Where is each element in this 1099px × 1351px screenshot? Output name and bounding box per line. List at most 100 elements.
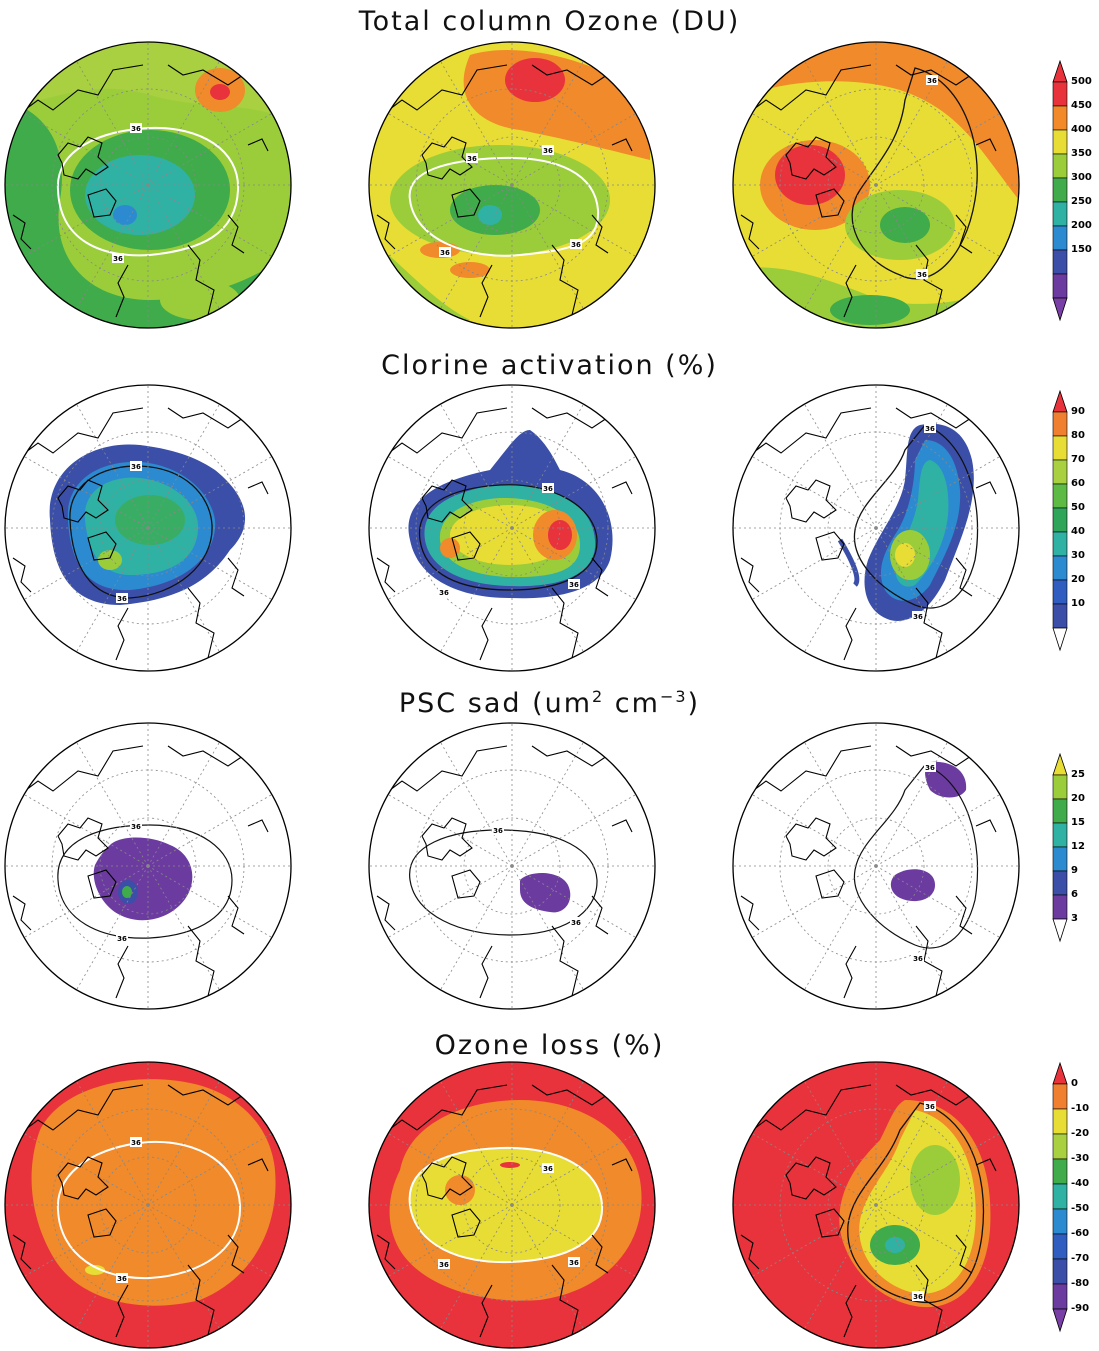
colorbar-tick-label: 150 [1071,244,1092,255]
meridian-line [875,60,948,186]
meridian-line [23,184,149,257]
meridian-line [147,403,220,529]
colorbar-top-arrow [1052,753,1068,776]
meridian-line [147,456,273,529]
meridian-line [23,865,149,938]
meridian-line [751,1133,877,1206]
latitude-circle [827,817,925,915]
map-border [732,1061,1020,1349]
contour-label: 36 [117,595,127,603]
map-overlay [369,385,655,671]
meridian-line [511,865,637,938]
latitude-circle [99,136,197,234]
colorbar-segment [1052,1083,1068,1110]
contour-label-bg [924,423,936,433]
latitude-circle [99,817,197,915]
latitude-circle [463,479,561,577]
colorbar-tick-label: 15 [1071,817,1085,828]
colorbar-tick-label: 80 [1071,430,1085,441]
meridian-line [875,1133,1001,1206]
map-overlay [733,42,1019,328]
contour-label-bg [916,269,928,279]
colorbar-segment [1052,411,1068,437]
meridian-line [804,1080,877,1206]
colorbar-segment [1052,1208,1068,1235]
map-border [4,384,292,672]
meridian-line [387,456,513,529]
map-overlay [733,723,1019,1009]
colorbar-tick-label: 250 [1071,196,1092,207]
contour-label-bg [130,123,142,133]
meridian-line [147,1080,220,1206]
map-border [368,722,656,1010]
colorbar-tick-label: 25 [1071,769,1085,780]
map-overlay [5,1062,291,1348]
meridian-line [440,184,513,310]
meridian-line [511,184,584,310]
colorbar-svg [1052,753,1068,943]
colorbar-tick-label: -60 [1071,1228,1090,1239]
colorbar-segment [1052,249,1068,275]
meridian-line [387,184,513,257]
coastline [740,745,997,1007]
colorbar-segment [1052,846,1068,872]
colorbar-segment [1052,507,1068,533]
contour-label-bg [912,1291,924,1301]
contour-label-bg [439,247,451,257]
colorbar-svg [1052,390,1068,652]
contour-label-bg [568,1257,580,1267]
colorbar-segment [1052,1183,1068,1210]
contour-label: 36 [925,764,935,772]
contour-label-bg [924,1101,936,1111]
contour-label-bg [542,145,554,155]
contour-label: 36 [571,919,581,927]
map-overlay [733,385,1019,671]
contour-label-bg [912,611,924,621]
coastline [12,1084,269,1346]
meridian-line [23,794,149,867]
colorbar-tick-label: -90 [1071,1303,1090,1314]
contour-label-bg [130,461,142,471]
coastline [740,64,997,326]
meridian-line [875,865,1001,938]
colorbar-tick-label: 400 [1071,124,1092,135]
map-overlay [369,1062,655,1348]
meridian-line [511,184,637,257]
meridian-line [440,60,513,186]
meridian-line [511,527,637,600]
map-border [4,722,292,1010]
colorbar-tick-label: 3 [1071,913,1078,924]
coastline [376,64,633,326]
colorbar-segment [1052,603,1068,629]
colorbar-segment [1052,153,1068,179]
coastline [12,407,269,669]
colorbar-segment [1052,555,1068,581]
contour-label-bg [130,821,142,831]
meridian-line [147,794,273,867]
colorbar-tick-label: 20 [1071,574,1085,585]
map-border [368,384,656,672]
map-overlay [5,723,291,1009]
colorbar-segment [1052,105,1068,131]
meridian-line [147,865,220,991]
meridian-line [751,794,877,867]
psc-title-end: ) [687,688,701,719]
map-border [732,41,1020,329]
ozone-title: Total column Ozone (DU) [358,6,741,37]
latitude-circle [827,479,925,577]
meridian-line [875,184,948,310]
meridian-line [387,794,513,867]
colorbar-segment [1052,177,1068,203]
map-overlay [5,42,291,328]
latitude-circle [827,1156,925,1254]
meridian-line [440,527,513,653]
meridian-line [875,527,1001,600]
chlorine-title: Clorine activation (%) [381,350,718,381]
colorbar-segment [1052,1258,1068,1285]
contour-label-bg [542,483,554,493]
contour-label: 36 [131,125,141,133]
contour-label-bg [116,593,128,603]
meridian-line [804,527,877,653]
meridian-line [440,865,513,991]
loss-colorbar: 0 -10 -20 -30 -40 -50 -60 -70 -80 -90 [1052,1062,1089,1333]
